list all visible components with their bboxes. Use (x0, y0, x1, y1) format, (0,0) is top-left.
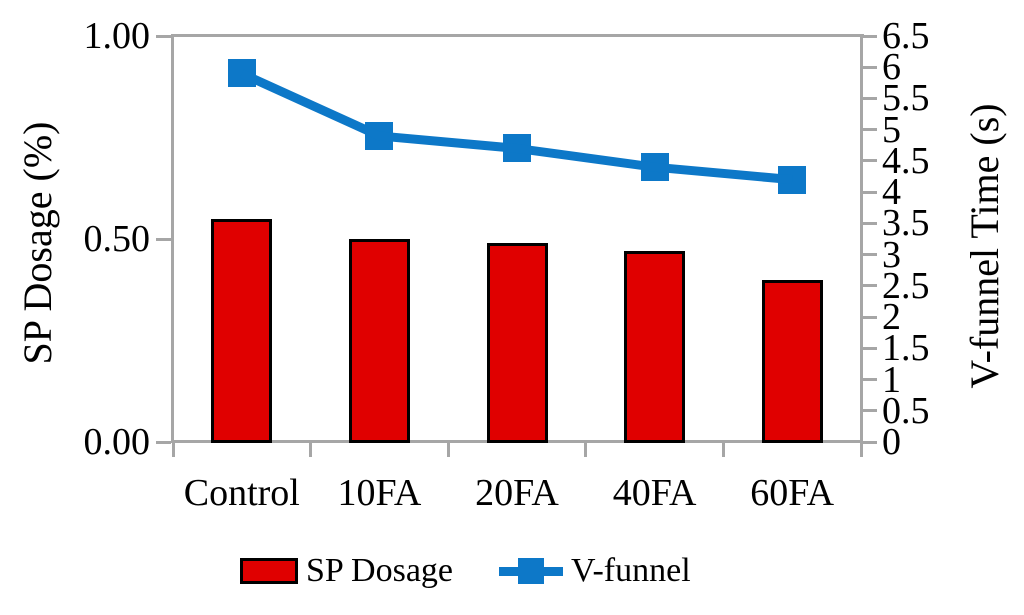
x-axis-tick (309, 443, 313, 457)
right-axis-tick (863, 346, 877, 350)
right-axis-tick-label: 2 (882, 296, 901, 339)
x-axis-tick (584, 443, 588, 457)
left-axis-line (171, 34, 174, 443)
left-axis-tick (156, 440, 171, 444)
x-axis-category-label: 20FA (475, 472, 559, 514)
legend: SP Dosage V-funnel (240, 552, 691, 590)
sp-dosage-bar (211, 218, 273, 443)
sp-dosage-bar (761, 279, 823, 443)
right-axis-tick (863, 96, 877, 100)
x-axis-tick (721, 443, 725, 457)
right-axis-tick-label: 6.5 (882, 15, 930, 57)
right-axis-tick-label: 3 (882, 233, 901, 276)
right-axis-tick (863, 440, 877, 444)
legend-swatch-v-funnel (499, 557, 564, 584)
right-axis-tick (863, 409, 877, 413)
right-axis-tick (863, 34, 877, 38)
right-axis-tick-label: 3.5 (882, 202, 930, 245)
right-axis-tick (863, 315, 877, 319)
right-axis-tick (863, 378, 877, 382)
sp-dosage-bar (624, 251, 686, 443)
x-axis-category-label: Control (183, 472, 300, 514)
sp-dosage-bar (348, 239, 410, 443)
right-axis-tick-label: 1 (882, 358, 901, 401)
x-axis-tick (171, 443, 175, 457)
right-axis-tick-label: 6 (882, 46, 901, 89)
right-axis-tick-label: 1.5 (882, 327, 930, 370)
legend-marker-square-icon (518, 557, 545, 584)
right-axis-tick-label: 0.5 (882, 389, 930, 432)
right-axis-tick-label: 5 (882, 108, 901, 151)
right-axis-tick (863, 221, 877, 225)
sp-dosage-bar (486, 243, 548, 443)
left-axis-tick (156, 237, 171, 241)
legend-swatch-sp-dosage (240, 558, 298, 584)
x-axis-category-label: 40FA (612, 472, 697, 514)
left-axis-tick-label: 0.50 (83, 218, 151, 260)
right-axis-tick (863, 253, 877, 257)
right-axis-tick-label: 2.5 (882, 264, 930, 307)
right-axis-tick-label: 5.5 (882, 77, 930, 120)
x-axis-category-label: 10FA (337, 472, 422, 514)
left-axis-tick-label: 0.00 (83, 421, 151, 463)
right-axis-tick-label: 4 (882, 171, 901, 214)
right-axis-tick (863, 128, 877, 132)
legend-label-v-funnel: V-funnel (571, 552, 691, 589)
right-axis-tick-label: 4.5 (882, 139, 930, 182)
left-axis-tick-label: 1.00 (83, 15, 151, 57)
right-axis-tick (863, 190, 877, 194)
x-axis-category-label: 60FA (750, 472, 835, 514)
legend-label-sp-dosage: SP Dosage (306, 552, 454, 589)
plot-top-border (171, 34, 864, 37)
right-axis-tick-label: 0 (882, 421, 901, 463)
right-axis-line (860, 34, 863, 443)
right-axis-tick (863, 159, 877, 163)
right-axis-tick (863, 65, 877, 69)
left-axis-tick (156, 34, 171, 38)
x-axis-tick (859, 443, 863, 457)
right-axis-tick (863, 284, 877, 288)
x-axis-tick (446, 443, 450, 457)
